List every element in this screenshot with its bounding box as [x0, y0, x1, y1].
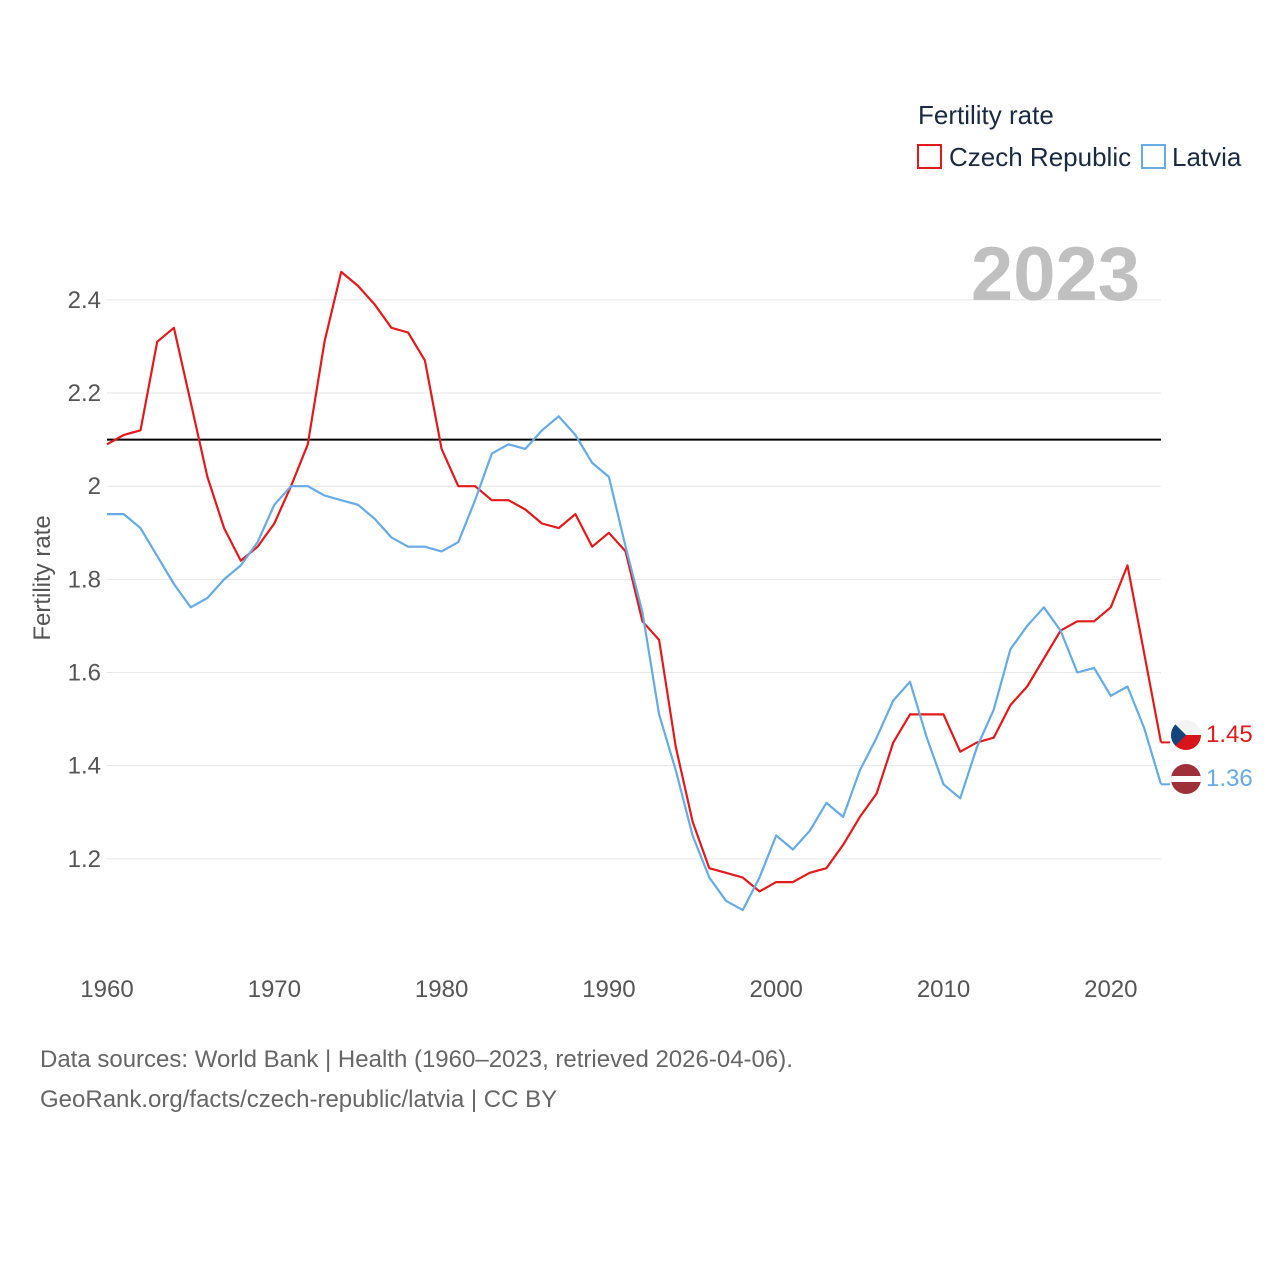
- footer-sources: Data sources: World Bank | Health (1960–…: [40, 1046, 793, 1073]
- y-axis-ticks: 1.2 1.4 1.6 1.8 2 2.2 2.4: [68, 287, 101, 873]
- y-tick-label: 1.4: [68, 753, 101, 780]
- series-lines: [106, 270, 1170, 912]
- latvia-flag-icon: [1171, 764, 1201, 794]
- czech-flag-icon: [1171, 720, 1201, 750]
- end-value-latvia: 1.36: [1206, 765, 1253, 792]
- y-tick-label: 2.4: [68, 287, 101, 314]
- legend-swatch-latvia: [1141, 144, 1166, 169]
- y-axis-label: Fertility rate: [29, 515, 56, 640]
- x-tick-label: 1960: [80, 976, 133, 1003]
- fertility-line-chart: Fertility rate Czech Republic Latvia 1.2…: [29, 100, 1253, 1003]
- footer-attribution: GeoRank.org/facts/czech-republic/latvia …: [40, 1086, 558, 1113]
- x-tick-label: 1990: [582, 976, 635, 1003]
- y-tick-label: 1.8: [68, 566, 101, 593]
- series-line-czech-republic[interactable]: [106, 270, 1163, 893]
- x-tick-label: 2000: [750, 976, 803, 1003]
- x-tick-label: 2020: [1084, 976, 1137, 1003]
- series-line-latvia[interactable]: [107, 415, 1163, 912]
- legend-label-czech-republic: Czech Republic: [949, 142, 1131, 172]
- legend-item-czech-republic[interactable]: Czech Republic: [917, 142, 1131, 172]
- x-axis-ticks: 1960 1970 1980 1990 2000 2010 2020: [80, 976, 1137, 1003]
- x-tick-label: 1980: [415, 976, 468, 1003]
- legend-label-latvia: Latvia: [1172, 142, 1242, 172]
- x-tick-label: 2010: [917, 976, 970, 1003]
- y-tick-label: 2: [88, 473, 101, 500]
- year-label: 2023: [971, 232, 1140, 317]
- legend-title: Fertility rate: [918, 100, 1054, 130]
- gridlines: [107, 299, 1161, 860]
- x-tick-label: 1970: [248, 976, 301, 1003]
- end-value-czech-republic: 1.45: [1206, 721, 1253, 748]
- legend-swatch-czech-republic: [917, 144, 942, 169]
- legend-item-latvia[interactable]: Latvia: [1141, 142, 1242, 172]
- y-tick-label: 1.2: [68, 846, 101, 873]
- y-tick-label: 1.6: [68, 660, 101, 687]
- y-tick-label: 2.2: [68, 380, 101, 407]
